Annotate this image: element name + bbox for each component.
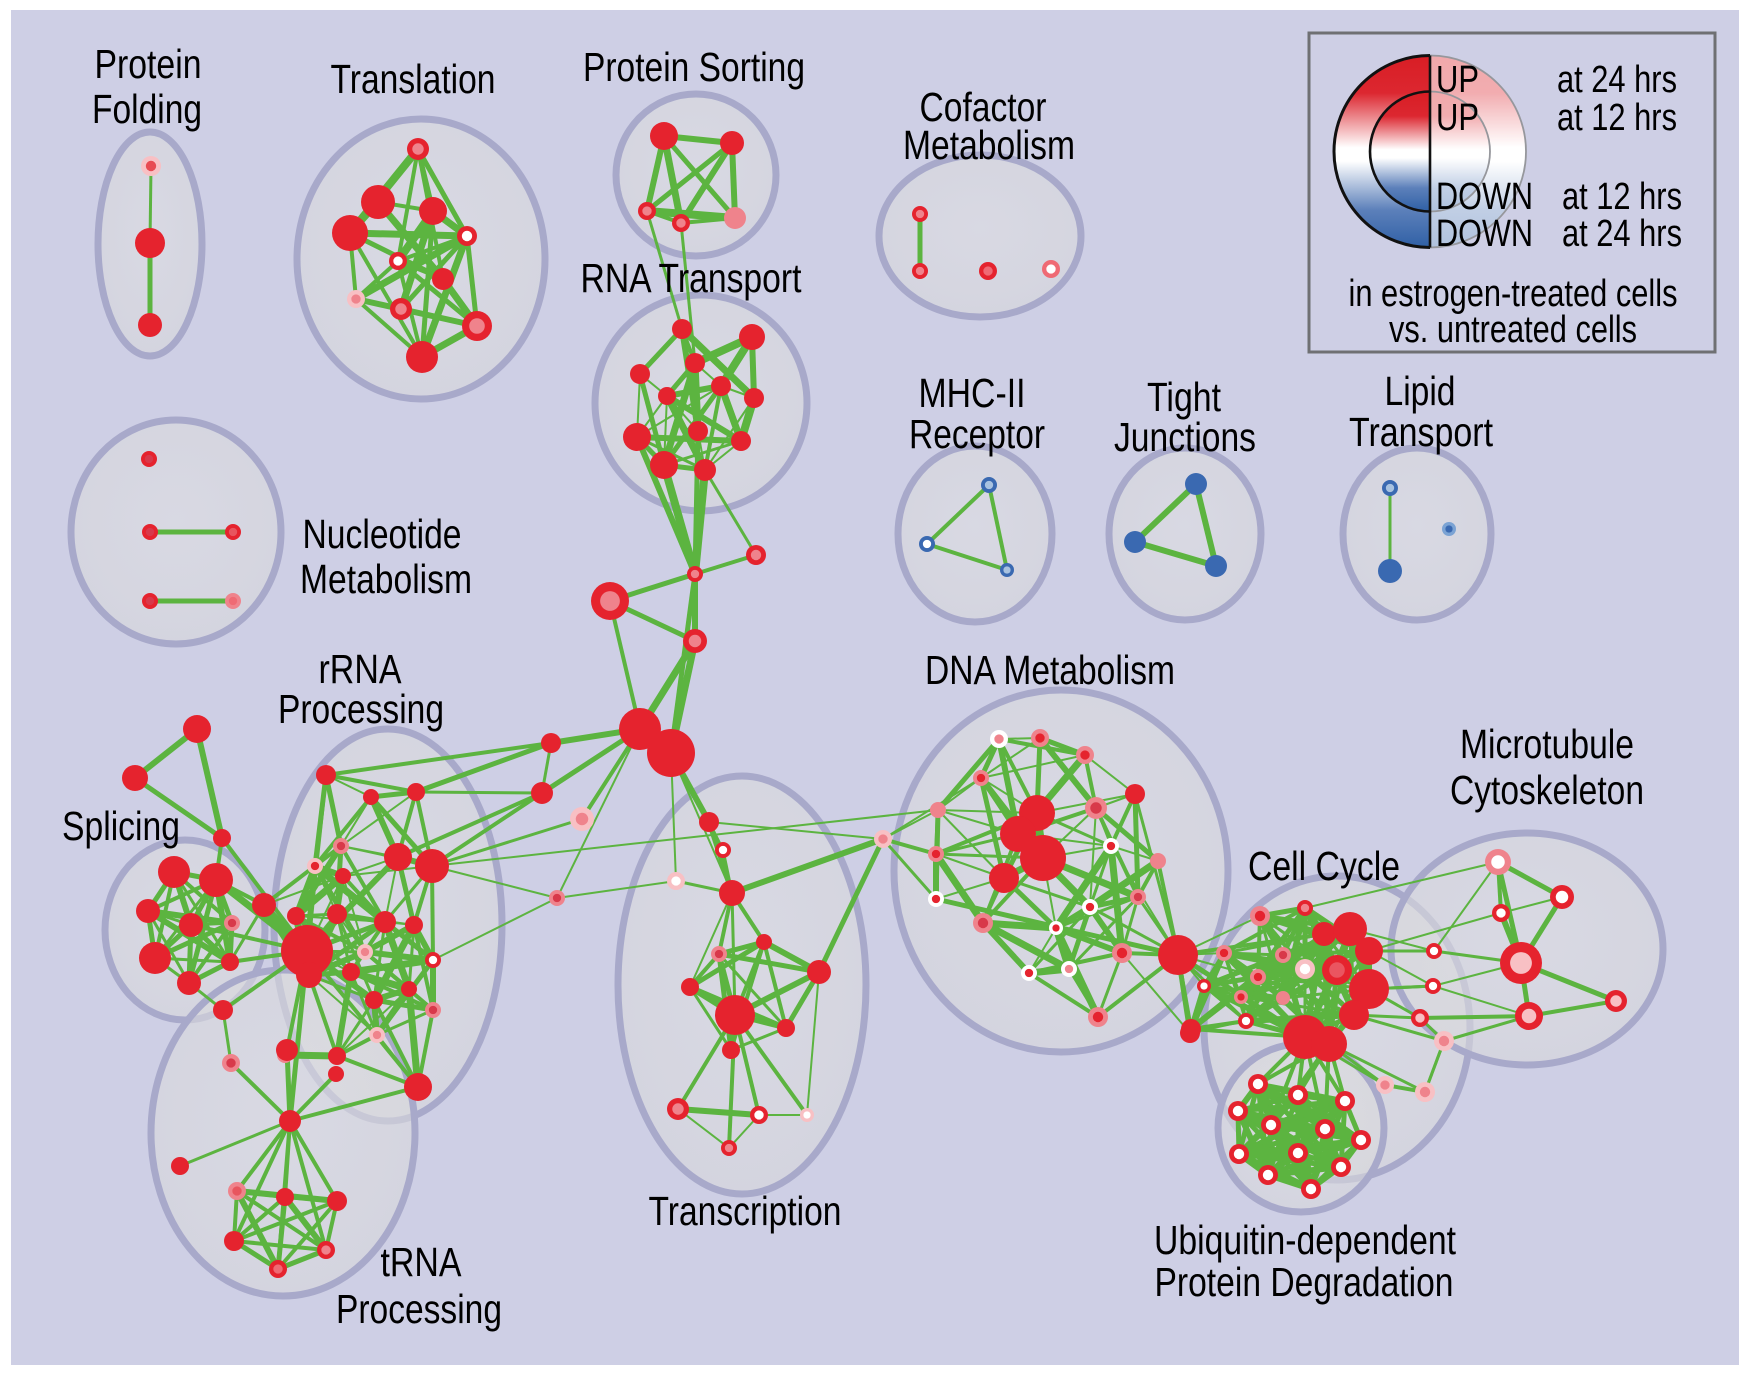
svg-text:Processing: Processing xyxy=(278,686,444,732)
svg-text:Lipid: Lipid xyxy=(1385,368,1456,414)
svg-text:Ubiquitin-dependent: Ubiquitin-dependent xyxy=(1154,1217,1456,1263)
svg-text:Receptor: Receptor xyxy=(909,411,1045,457)
svg-text:at 24 hrs: at 24 hrs xyxy=(1557,59,1677,101)
svg-text:Microtubule: Microtubule xyxy=(1460,721,1634,767)
svg-text:at 24 hrs: at 24 hrs xyxy=(1562,213,1682,255)
svg-text:Cofactor: Cofactor xyxy=(920,84,1047,130)
svg-text:RNA Transport: RNA Transport xyxy=(581,255,802,301)
svg-text:Protein Sorting: Protein Sorting xyxy=(583,44,805,90)
svg-text:Splicing: Splicing xyxy=(62,803,180,849)
svg-text:DNA Metabolism: DNA Metabolism xyxy=(925,647,1175,693)
svg-text:Junctions: Junctions xyxy=(1114,414,1256,460)
svg-text:Tight: Tight xyxy=(1147,374,1221,420)
svg-text:Nucleotide: Nucleotide xyxy=(303,511,462,557)
svg-text:rRNA: rRNA xyxy=(319,646,403,692)
svg-text:MHC-II: MHC-II xyxy=(919,370,1026,416)
svg-text:Transport: Transport xyxy=(1349,409,1493,455)
svg-text:Protein: Protein xyxy=(95,41,202,87)
svg-text:at 12 hrs: at 12 hrs xyxy=(1557,97,1677,139)
svg-text:at 12 hrs: at 12 hrs xyxy=(1562,176,1682,218)
svg-text:Processing: Processing xyxy=(336,1286,502,1332)
svg-text:vs. untreated cells: vs. untreated cells xyxy=(1389,309,1637,351)
svg-text:Cell Cycle: Cell Cycle xyxy=(1248,843,1400,889)
svg-text:UP: UP xyxy=(1436,59,1479,101)
svg-text:DOWN: DOWN xyxy=(1436,176,1533,218)
svg-text:tRNA: tRNA xyxy=(381,1239,463,1285)
svg-text:UP: UP xyxy=(1436,97,1479,139)
svg-text:Metabolism: Metabolism xyxy=(300,556,472,602)
svg-text:Translation: Translation xyxy=(331,56,496,102)
svg-text:Cytoskeleton: Cytoskeleton xyxy=(1450,767,1644,813)
svg-text:Protein Degradation: Protein Degradation xyxy=(1155,1259,1454,1305)
svg-text:Transcription: Transcription xyxy=(649,1188,842,1234)
svg-text:in estrogen-treated cells: in estrogen-treated cells xyxy=(1349,273,1678,315)
svg-text:Metabolism: Metabolism xyxy=(903,122,1075,168)
svg-text:DOWN: DOWN xyxy=(1436,213,1533,255)
svg-text:Folding: Folding xyxy=(92,86,202,132)
